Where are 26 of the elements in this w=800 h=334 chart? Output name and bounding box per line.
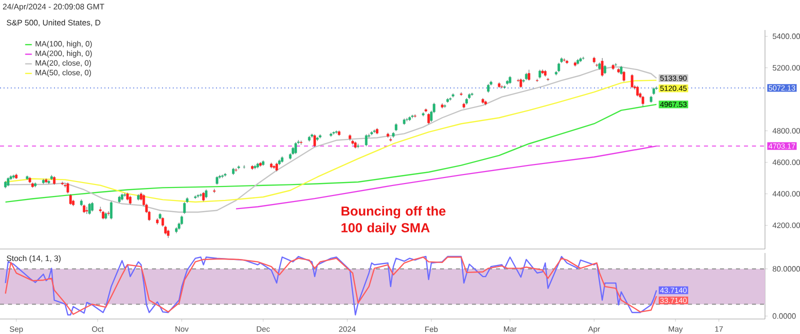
candlestick: [66, 182, 70, 194]
candlestick: [69, 194, 72, 206]
candlestick: [636, 86, 639, 97]
candlestick: [558, 62, 560, 72]
candlestick: [313, 134, 316, 148]
candlestick: [364, 134, 368, 146]
candlestick: [642, 96, 644, 107]
candlestick: [294, 142, 297, 154]
candlestick: [386, 132, 390, 138]
candlestick: [600, 58, 604, 77]
candlestick: [604, 64, 606, 74]
candlestick: [162, 216, 164, 227]
candlestick: [630, 74, 634, 89]
annotation: Bouncing off the 100 daily SMA: [342, 206, 446, 235]
chart-title: S&P 500, United States, D: [6, 20, 100, 26]
text: 24/Apr/2024 - 20:09:08 GMT: [2, 4, 104, 12]
candlestick: [528, 69, 530, 81]
line-series: [4, 104, 658, 203]
candlestick: [110, 201, 112, 220]
candlestick: [90, 202, 94, 212]
candlestick: [183, 202, 186, 214]
candlestick: [88, 202, 91, 215]
candlestick: [202, 192, 205, 202]
candlestick: [427, 112, 430, 124]
chart-title: Stoch (14, 1, 3): [6, 255, 61, 263]
candlestick: [520, 78, 522, 88]
